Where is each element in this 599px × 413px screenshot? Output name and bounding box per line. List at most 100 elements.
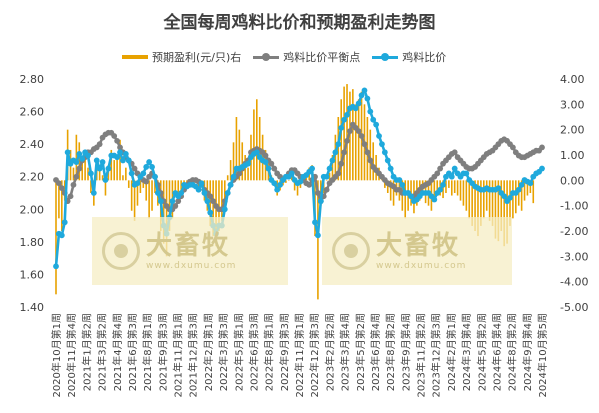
- profit-bar: [354, 104, 357, 181]
- breakeven-point: [344, 137, 350, 144]
- profit-bar: [410, 180, 412, 206]
- legend-item-profit: 预期盈利(元/只)右: [122, 49, 241, 65]
- profit-bar: [529, 180, 532, 193]
- profit-bar: [331, 155, 334, 181]
- profit-bar: [442, 180, 444, 199]
- right-axis-tick-label: -5.00: [560, 301, 588, 314]
- watermark-main: 大畜牧: [146, 231, 231, 261]
- x-axis-tick-label: 2024年2月第1周: [445, 313, 458, 391]
- profit-bar: [98, 167, 101, 181]
- ratio-point: [149, 164, 155, 170]
- ratio-point: [85, 152, 91, 159]
- profit-bar: [122, 175, 124, 181]
- ratio-point: [338, 124, 345, 131]
- profit-bar: [133, 180, 136, 221]
- right-axis-tick-label: -3.00: [560, 250, 588, 263]
- breakeven-point: [210, 198, 217, 205]
- ratio-point: [451, 165, 458, 172]
- profit-bar: [384, 180, 386, 188]
- profit-bar: [119, 139, 121, 181]
- ratio-point: [134, 180, 141, 187]
- profit-bar: [512, 180, 514, 219]
- ratio-point: [396, 177, 403, 183]
- profit-bar: [229, 160, 232, 181]
- right-axis-tick-label: 1.00: [560, 149, 585, 162]
- ratio-point: [341, 116, 348, 123]
- profit-bar: [127, 180, 130, 188]
- ratio-point: [507, 194, 513, 201]
- x-axis-tick-label: 2022年11月第1周: [293, 313, 306, 398]
- ratio-point: [120, 157, 126, 164]
- ratio-point: [332, 149, 339, 156]
- breakeven-point: [236, 170, 243, 177]
- ratio-point: [373, 121, 380, 128]
- ratio-point: [224, 190, 231, 196]
- breakeven-point: [175, 198, 182, 205]
- x-axis-tick-label: 2021年8月第1周: [141, 313, 154, 391]
- profit-bar: [81, 160, 83, 181]
- ratio-point: [463, 170, 470, 177]
- ratio-point: [146, 159, 153, 165]
- ratio-point: [90, 190, 97, 196]
- ratio-point: [207, 209, 214, 216]
- ratio-point: [271, 180, 278, 187]
- profit-bar: [180, 180, 182, 196]
- x-axis-tick-label: 2022年2月第1周: [202, 313, 215, 391]
- profit-bar: [288, 180, 290, 181]
- profit-bar: [209, 180, 212, 226]
- breakeven-point: [434, 170, 441, 177]
- profit-bar: [130, 180, 133, 211]
- ratio-point: [358, 92, 365, 99]
- profit-bar: [168, 180, 171, 231]
- ratio-point: [495, 185, 502, 192]
- ratio-point: [515, 186, 522, 193]
- ratio-point: [128, 170, 135, 177]
- profit-bar: [104, 180, 107, 196]
- watermark-text: 大畜牧 www.dxumu.com: [146, 231, 236, 271]
- profit-bar: [477, 180, 479, 237]
- profit-bar: [517, 180, 520, 206]
- profit-bar: [453, 180, 456, 193]
- profit-bar: [174, 180, 177, 193]
- profit-bar: [520, 180, 523, 211]
- profit-bar: [136, 180, 139, 206]
- profit-bar: [253, 109, 255, 181]
- ratio-point: [277, 181, 283, 188]
- ratio-point: [352, 105, 359, 112]
- profit-bar: [221, 180, 223, 221]
- right-axis-tick-label: -1.00: [560, 200, 588, 213]
- ratio-point: [201, 190, 208, 196]
- profit-bar: [232, 142, 235, 181]
- profit-bar: [75, 134, 78, 181]
- x-axis-tick-label: 2024年3月第4周: [460, 313, 473, 391]
- profit-bar: [145, 180, 148, 201]
- profit-bar: [116, 155, 118, 181]
- x-axis-tick-label: 2023年6月第4周: [369, 313, 382, 391]
- ratio-point: [61, 219, 68, 226]
- profit-bar: [296, 180, 299, 196]
- profit-bar: [500, 180, 503, 231]
- ratio-point: [309, 165, 315, 172]
- left-axis-tick-label: 1.80: [20, 236, 45, 249]
- ratio-point: [125, 157, 132, 164]
- breakeven-point: [111, 133, 118, 139]
- breakeven-point: [364, 149, 371, 156]
- left-axis-tick-label: 1.60: [20, 268, 45, 281]
- ratio-point: [79, 155, 86, 162]
- ratio-point: [204, 198, 211, 205]
- ratio-point: [326, 165, 333, 172]
- ratio-point: [64, 149, 71, 156]
- left-axis-tick-label: 2.20: [20, 171, 45, 184]
- ratio-point: [379, 141, 385, 148]
- breakeven-point: [117, 144, 123, 151]
- profit-bar: [226, 175, 229, 181]
- profit-bar: [212, 180, 214, 237]
- legend-swatch-profit: [122, 55, 148, 59]
- legend-item-breakeven: 鸡料比价平衡点: [253, 49, 360, 65]
- profit-bar: [497, 180, 500, 242]
- profit-bar: [462, 180, 465, 206]
- breakeven-point: [131, 165, 138, 172]
- x-axis-tick-label: 2021年9月第3周: [156, 313, 169, 391]
- profit-bar: [101, 175, 104, 181]
- x-axis-tick-label: 2021年11月第1周: [172, 313, 185, 398]
